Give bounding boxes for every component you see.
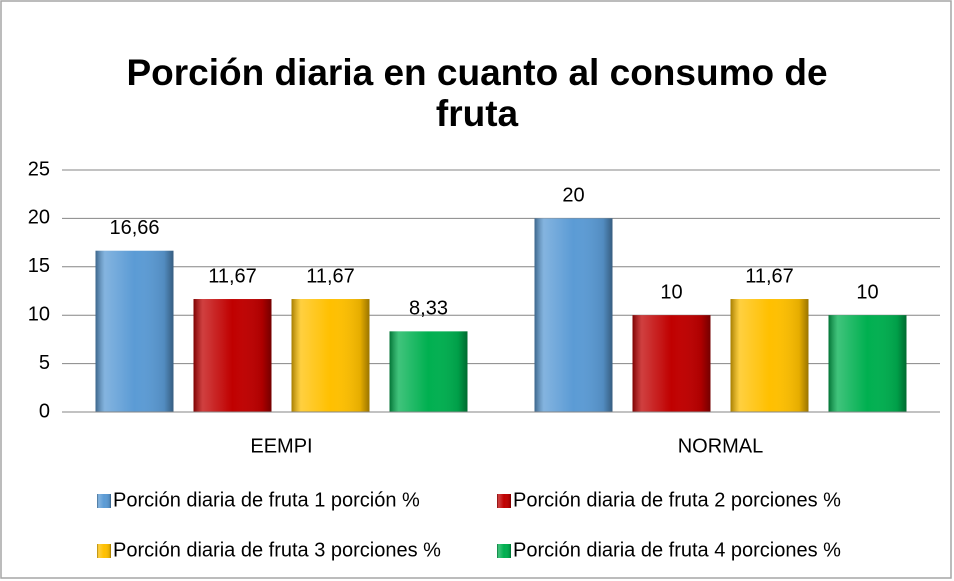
legend-label: Porción diaria de fruta 4 porciones % xyxy=(513,539,841,561)
legend-label: Porción diaria de fruta 3 porciones % xyxy=(113,539,441,561)
chart-title: Porción diaria en cuanto al consumo de fr… xyxy=(126,52,827,134)
data-label: 11,67 xyxy=(306,265,355,287)
x-tick-label: NORMAL xyxy=(678,435,764,457)
bar-shine xyxy=(534,218,613,412)
legend-label: Porción diaria de fruta 2 porciones % xyxy=(513,489,841,511)
y-tick-label: 20 xyxy=(28,207,50,229)
legend-swatch-shine xyxy=(497,544,511,558)
y-tick-label: 5 xyxy=(39,352,50,374)
bar-shine xyxy=(389,331,468,412)
data-label: 10 xyxy=(660,281,682,303)
data-label: 20 xyxy=(562,185,584,207)
data-label: 11,67 xyxy=(208,265,257,287)
legend-swatch-shine xyxy=(97,544,111,558)
y-tick-label: 0 xyxy=(39,400,50,422)
bar-shine xyxy=(193,299,272,412)
legend-swatch-shine xyxy=(497,494,511,508)
y-tick-label: 25 xyxy=(28,158,50,180)
bar-shine xyxy=(291,299,370,412)
data-label: 10 xyxy=(856,281,878,303)
data-label: 11,67 xyxy=(745,265,794,287)
x-tick-label: EEMPI xyxy=(250,435,312,457)
y-tick-label: 15 xyxy=(28,255,50,277)
data-label: 16,66 xyxy=(109,217,159,239)
bar-shine xyxy=(632,315,711,412)
bar-shine xyxy=(730,299,809,412)
bar-shine xyxy=(828,315,907,412)
y-tick-label: 10 xyxy=(28,303,50,325)
legend-label: Porción diaria de fruta 1 porción % xyxy=(113,489,420,511)
legend-swatch-shine xyxy=(97,494,111,508)
data-label: 8,33 xyxy=(409,298,448,320)
bar-shine xyxy=(95,250,174,412)
